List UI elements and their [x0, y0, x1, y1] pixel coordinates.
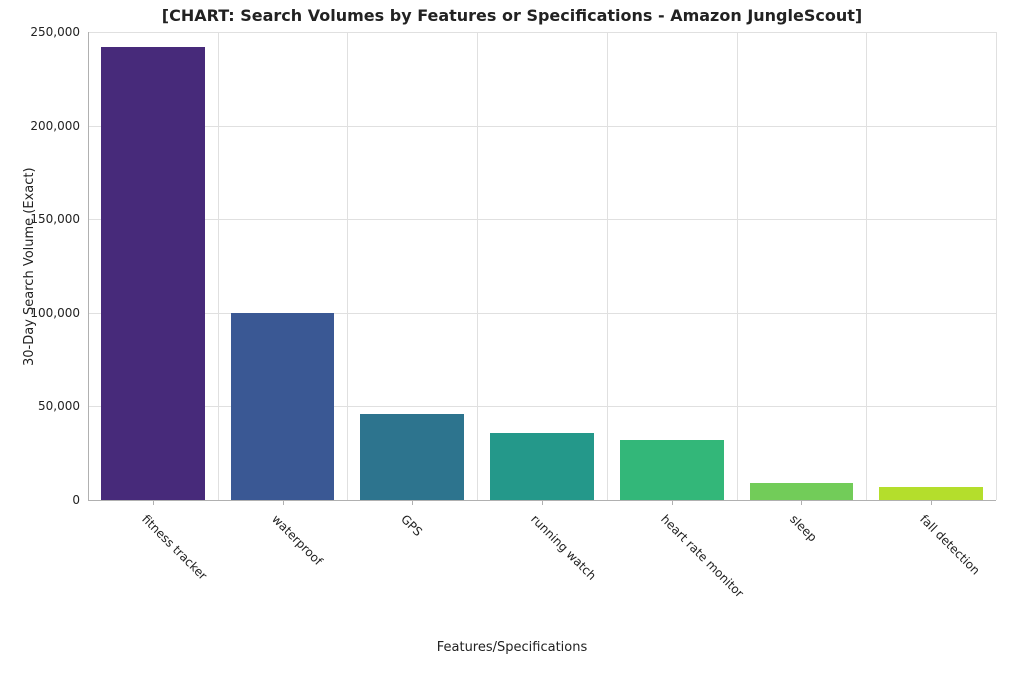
x-tick-label: waterproof — [269, 512, 325, 568]
y-tick-label: 100,000 — [30, 306, 88, 320]
grid-line-v — [607, 32, 608, 500]
bar — [879, 487, 983, 500]
x-tick-mark — [672, 500, 673, 505]
bar — [231, 313, 335, 500]
chart-container: [CHART: Search Volumes by Features or Sp… — [0, 0, 1024, 680]
y-axis-line — [88, 32, 89, 500]
y-tick-label: 50,000 — [38, 399, 88, 413]
x-tick-label: running watch — [528, 512, 599, 583]
bar — [490, 433, 594, 500]
grid-line-v — [218, 32, 219, 500]
y-tick-label: 0 — [72, 493, 88, 507]
grid-line-v — [866, 32, 867, 500]
x-tick-mark — [153, 500, 154, 505]
y-axis-label: 30-Day Search Volume (Exact) — [22, 167, 37, 366]
grid-line — [88, 313, 996, 314]
y-tick-label: 250,000 — [30, 25, 88, 39]
x-tick-mark — [931, 500, 932, 505]
x-tick-label: fall detection — [917, 512, 983, 578]
x-tick-label: fitness tracker — [139, 512, 210, 583]
plot-area: 050,000100,000150,000200,000250,000fitne… — [88, 32, 996, 500]
bar — [101, 47, 205, 500]
chart-title: [CHART: Search Volumes by Features or Sp… — [0, 6, 1024, 25]
grid-line — [88, 219, 996, 220]
x-tick-label: GPS — [398, 512, 425, 539]
grid-line — [88, 406, 996, 407]
x-tick-label: heart rate monitor — [658, 512, 746, 600]
grid-line — [88, 126, 996, 127]
grid-line-v — [737, 32, 738, 500]
grid-line — [88, 32, 996, 33]
x-tick-mark — [801, 500, 802, 505]
bar — [750, 483, 854, 500]
grid-line-v — [996, 32, 997, 500]
grid-line-v — [347, 32, 348, 500]
x-tick-mark — [283, 500, 284, 505]
bar — [620, 440, 724, 500]
x-axis-label: Features/Specifications — [0, 640, 1024, 655]
bar — [360, 414, 464, 500]
y-tick-label: 200,000 — [30, 119, 88, 133]
x-tick-mark — [412, 500, 413, 505]
grid-line-v — [477, 32, 478, 500]
y-tick-label: 150,000 — [30, 212, 88, 226]
x-tick-mark — [542, 500, 543, 505]
x-tick-label: sleep — [788, 512, 821, 545]
